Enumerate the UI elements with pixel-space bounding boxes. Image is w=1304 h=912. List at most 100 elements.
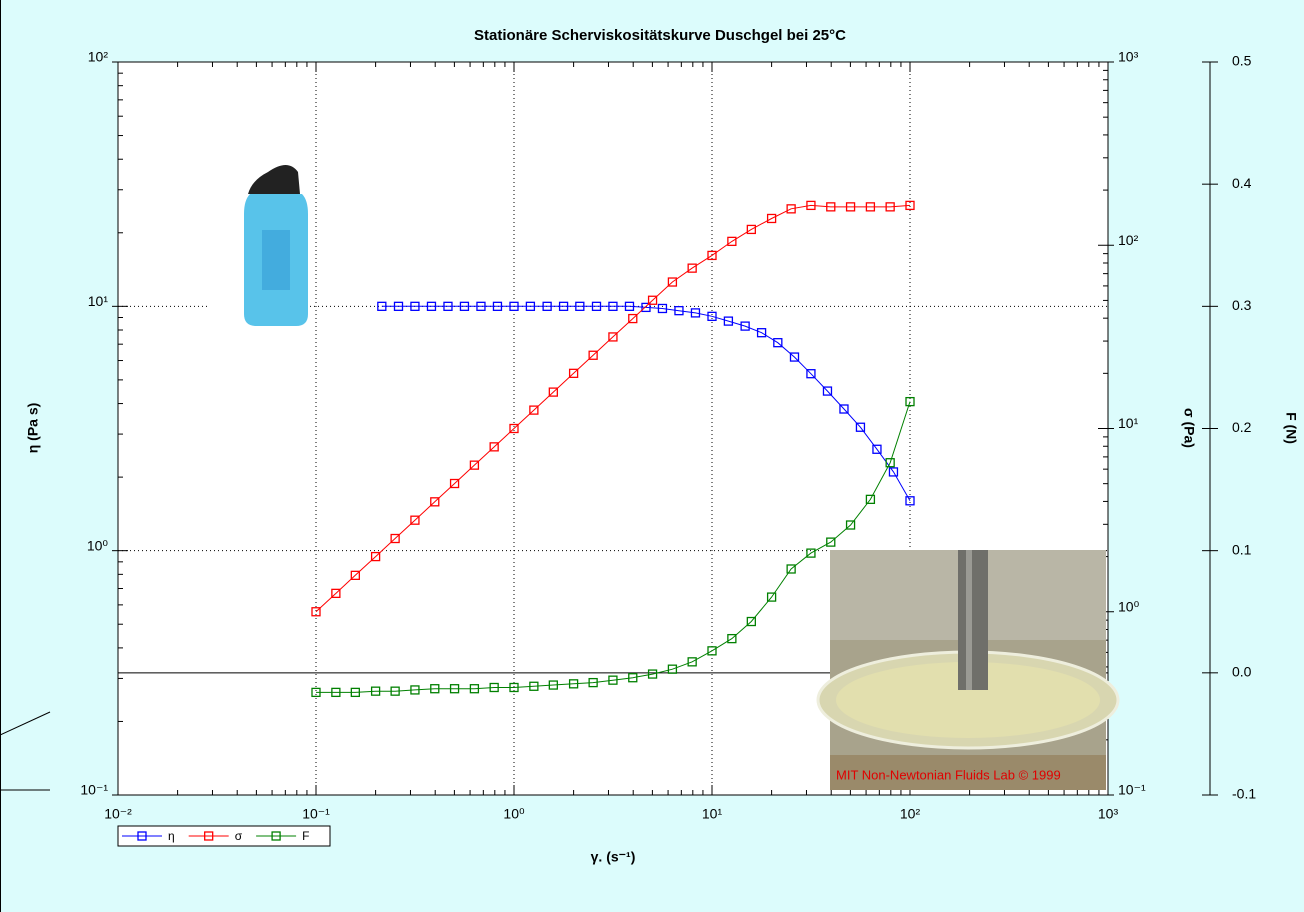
data-point — [845, 202, 856, 212]
data-point — [469, 460, 480, 470]
data-point — [628, 313, 638, 324]
data-point — [449, 478, 460, 489]
data-point — [509, 423, 519, 434]
data-point — [690, 308, 701, 318]
data-point — [687, 657, 697, 667]
data-point — [905, 396, 915, 407]
data-point — [865, 202, 876, 212]
data-point — [885, 202, 895, 212]
data-point — [459, 301, 470, 311]
x-axis-title: γ. (s⁻¹) — [591, 849, 636, 865]
data-point — [489, 442, 499, 452]
y-tick-label: 10⁰ — [87, 537, 109, 553]
y3-tick-label: 0.3 — [1232, 297, 1252, 313]
data-point — [786, 564, 796, 574]
data-point — [865, 494, 876, 505]
data-point — [746, 616, 756, 627]
data-point — [608, 675, 618, 685]
y3-tick-label: 0.4 — [1232, 175, 1252, 191]
data-point — [331, 687, 341, 698]
y-axis-title: η (Pa s) — [25, 403, 41, 454]
y2-tick-label: 10¹ — [1118, 415, 1139, 431]
data-point — [350, 687, 360, 698]
data-point — [509, 682, 519, 693]
data-point — [393, 301, 404, 311]
data-point — [410, 301, 420, 311]
data-point — [826, 537, 836, 547]
data-point — [443, 301, 453, 311]
chart-title: Stationäre Scherviskositätskurve Duschge… — [474, 27, 846, 44]
data-point — [608, 301, 618, 311]
data-point — [608, 332, 618, 342]
data-point — [647, 295, 658, 305]
x-tick-label: 10² — [900, 806, 921, 822]
photo-fluid — [836, 662, 1100, 738]
data-point — [822, 386, 833, 396]
data-point — [826, 202, 836, 212]
decor-line — [0, 711, 51, 736]
y3-tick-label: -0.1 — [1232, 786, 1256, 802]
legend-label: σ — [235, 829, 243, 843]
y3-tick-label: 0.5 — [1232, 53, 1252, 69]
data-point — [410, 515, 420, 525]
data-point — [766, 213, 777, 224]
data-point — [492, 301, 503, 311]
x-tick-label: 10⁻² — [104, 806, 132, 822]
data-point — [845, 520, 856, 530]
data-point — [509, 301, 519, 311]
data-point — [806, 369, 816, 379]
data-point — [674, 306, 684, 316]
data-point — [773, 338, 783, 348]
data-point — [839, 404, 849, 414]
data-point — [542, 301, 552, 311]
data-point — [740, 321, 750, 331]
data-point — [888, 467, 899, 477]
data-point — [568, 368, 579, 378]
legend-label: F — [302, 829, 309, 843]
data-point — [628, 673, 638, 683]
data-point — [905, 200, 915, 211]
data-point — [588, 677, 598, 688]
y2-axis-title: σ (Pa) — [1181, 408, 1197, 448]
photo: MIT Non-Newtonian Fluids Lab © 1999 — [816, 550, 1120, 790]
data-point — [529, 405, 539, 415]
x-tick-label: 10³ — [1098, 806, 1119, 822]
data-point — [789, 352, 800, 362]
data-point — [667, 664, 678, 674]
legend-marker — [271, 831, 281, 841]
bottle-cap — [248, 165, 300, 194]
data-point — [377, 301, 387, 311]
data-point — [410, 685, 420, 695]
data-point — [311, 607, 321, 617]
data-point — [687, 263, 697, 273]
bottle-label — [262, 230, 290, 290]
data-point — [390, 686, 400, 696]
photo-rod — [958, 550, 988, 690]
data-point — [727, 236, 737, 247]
y2-tick-label: 10² — [1118, 232, 1139, 248]
legend-marker — [204, 831, 214, 841]
data-point — [568, 679, 579, 689]
data-point — [746, 224, 756, 235]
series-line — [316, 401, 911, 693]
y2-tick-label: 10⁰ — [1118, 598, 1140, 614]
data-point — [872, 444, 882, 454]
data-point — [525, 301, 536, 311]
data-point — [558, 301, 569, 311]
data-point — [647, 669, 658, 679]
data-point — [548, 680, 558, 690]
data-point — [707, 311, 717, 321]
y-tick-label: 10² — [88, 49, 109, 65]
y-tick-label: 10⁻¹ — [80, 782, 108, 798]
data-point — [370, 551, 381, 562]
photo-rod-highlight — [966, 550, 972, 690]
data-point — [489, 682, 499, 693]
x-tick-label: 10¹ — [702, 806, 723, 822]
y3-tick-label: 0.0 — [1232, 664, 1252, 680]
series-line — [381, 305, 911, 502]
y3-tick-label: 0.1 — [1232, 541, 1252, 557]
photo-caption: MIT Non-Newtonian Fluids Lab © 1999 — [836, 767, 1061, 782]
data-point — [855, 422, 866, 432]
data-point — [449, 684, 460, 694]
